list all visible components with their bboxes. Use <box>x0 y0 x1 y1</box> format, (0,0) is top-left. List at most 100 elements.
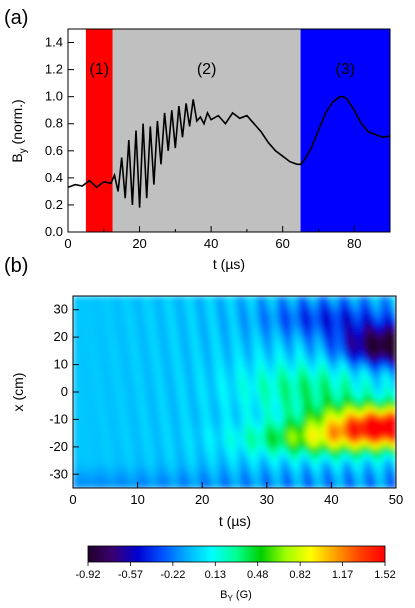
heatmap-cell <box>299 302 304 307</box>
heatmap-cell <box>153 371 159 376</box>
heatmap-cell <box>287 371 292 376</box>
heatmap-cell <box>274 330 280 335</box>
heatmap-cell <box>311 344 316 348</box>
heatmap-cell <box>287 481 292 486</box>
heatmap-cell <box>190 392 195 396</box>
region-bands <box>85 29 390 232</box>
heatmap-cell <box>327 412 332 417</box>
heatmap-cell <box>355 419 361 424</box>
heatmap-cell <box>343 457 349 462</box>
heatmap-cell <box>101 323 106 328</box>
heatmap-cell <box>101 344 106 348</box>
heatmap-cell <box>250 302 256 307</box>
heatmap-cell <box>85 405 90 410</box>
heatmap-cell <box>355 364 361 369</box>
heatmap-cell <box>218 299 223 304</box>
heatmap-cell <box>230 433 236 438</box>
heatmap-cell <box>234 412 240 417</box>
heatmap-cell <box>202 395 207 400</box>
heatmap-cell <box>274 388 280 393</box>
heatmap-cell <box>307 354 312 359</box>
heatmap-cell <box>331 481 336 486</box>
heatmap-cell <box>262 446 268 451</box>
heatmap-cell <box>214 374 219 379</box>
heatmap-cell <box>206 354 211 359</box>
heatmap-cell <box>226 405 231 410</box>
heatmap-cell <box>101 436 106 441</box>
heatmap-cell <box>129 460 135 465</box>
heatmap-cell <box>101 460 106 465</box>
heatmap-cell <box>387 433 393 438</box>
heatmap-cell <box>242 330 248 335</box>
heatmap-cell <box>339 309 345 314</box>
heatmap-cell <box>319 433 324 438</box>
heatmap-cell <box>262 436 268 441</box>
heatmap-cell <box>375 392 381 396</box>
heatmap-cell <box>359 302 365 307</box>
heatmap-cell <box>77 450 82 455</box>
heatmap-cell <box>125 464 131 468</box>
heatmap-cell <box>266 443 272 448</box>
heatmap-cell <box>363 340 369 345</box>
heatmap-cell <box>258 470 264 475</box>
heatmap-cell <box>109 460 114 465</box>
heatmap-cell <box>315 467 320 472</box>
heatmap-cell <box>331 433 336 438</box>
heatmap-cell <box>198 306 203 311</box>
heatmap-cell <box>311 374 316 379</box>
heatmap-cell <box>182 320 187 324</box>
heatmap-cell <box>182 412 187 417</box>
heatmap-cell <box>299 467 304 472</box>
heatmap-cell <box>109 299 114 304</box>
heatmap-cell <box>214 354 219 359</box>
heatmap-cell <box>319 364 324 369</box>
heatmap-cell <box>295 443 300 448</box>
heatmap-cell <box>335 361 340 366</box>
heatmap-cell <box>214 460 219 465</box>
heatmap-cell <box>137 453 143 458</box>
heatmap-cell <box>250 392 256 396</box>
heatmap-cell <box>202 371 207 376</box>
heatmap-cell <box>101 354 106 359</box>
heatmap-cell <box>283 477 288 482</box>
heatmap-cell <box>109 306 114 311</box>
heatmap-cell <box>258 337 264 342</box>
heatmap-cell <box>157 426 163 431</box>
heatmap-cell <box>226 436 231 441</box>
heatmap-cell <box>258 450 264 455</box>
heatmap-cell <box>161 385 167 390</box>
heatmap-cell <box>210 340 215 345</box>
heatmap-cell <box>157 316 163 321</box>
heatmap-cell <box>242 306 248 311</box>
heatmap-cell <box>319 409 324 414</box>
heatmap-cell <box>270 436 276 441</box>
heatmap-cell <box>238 381 244 386</box>
heatmap-cell <box>173 368 179 372</box>
heatmap-cell <box>113 422 118 427</box>
heatmap-cell <box>234 402 240 407</box>
heatmap-cell <box>343 316 349 321</box>
heatmap-cell <box>311 484 316 488</box>
heatmap-cell <box>121 368 126 372</box>
heatmap-cell <box>258 330 264 335</box>
heatmap-cell <box>198 395 203 400</box>
heatmap-cell <box>379 347 385 352</box>
heatmap-cell <box>218 440 223 444</box>
heatmap-cell <box>149 429 155 434</box>
heatmap-cell <box>77 340 82 345</box>
heatmap-cell <box>242 402 248 407</box>
heatmap-cell <box>343 429 349 434</box>
heatmap-cell <box>371 302 377 307</box>
heatmap-cell <box>392 296 396 300</box>
heatmap-cell <box>392 306 396 311</box>
heatmap-cell <box>93 429 98 434</box>
heatmap-cell <box>299 374 304 379</box>
heatmap-cell <box>343 340 349 345</box>
heatmap-cell <box>246 344 252 348</box>
heatmap-cell <box>250 354 256 359</box>
heatmap-cell <box>161 398 167 403</box>
heatmap-cell <box>383 402 389 407</box>
heatmap-cell <box>283 323 288 328</box>
heatmap-cell <box>85 484 90 488</box>
heatmap-cell <box>173 306 179 311</box>
